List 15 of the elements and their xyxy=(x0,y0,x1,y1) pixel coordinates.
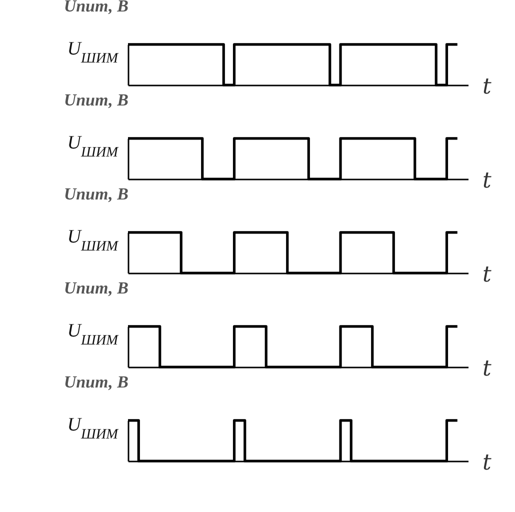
y-axis-title: Uпит, В xyxy=(64,90,128,110)
text: U$_{ШИМ}$ xyxy=(67,132,120,160)
x-axis-title: t xyxy=(482,356,492,382)
x-axis-title: t xyxy=(482,168,492,194)
x-axis-title: t xyxy=(482,74,492,100)
text: U$_{ШИМ}$ xyxy=(67,414,120,442)
text: U$_{ШИМ}$ xyxy=(67,226,120,254)
y-axis-title: Uпит, В xyxy=(64,184,128,204)
y-axis-title: Uпит, В xyxy=(64,372,128,392)
text: U$_{ШИМ}$ xyxy=(67,320,120,348)
x-axis-title: t xyxy=(482,262,492,288)
y-axis-title: Uпит, В xyxy=(64,278,128,298)
text: U$_{ШИМ}$ xyxy=(67,38,120,66)
x-axis-title: t xyxy=(482,450,492,476)
y-axis-title: Uпит, В xyxy=(64,0,128,16)
